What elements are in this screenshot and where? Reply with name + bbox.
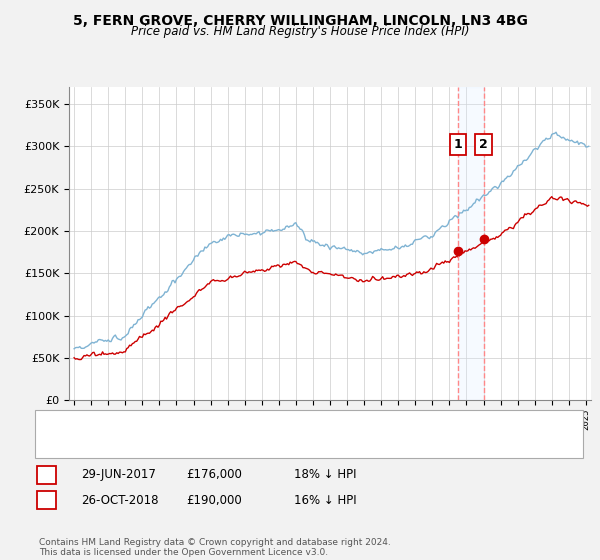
Text: 1: 1 (43, 468, 51, 482)
Text: Contains HM Land Registry data © Crown copyright and database right 2024.
This d: Contains HM Land Registry data © Crown c… (39, 538, 391, 557)
Text: 29-JUN-2017: 29-JUN-2017 (81, 468, 156, 482)
Text: £176,000: £176,000 (186, 468, 242, 482)
Text: HPI: Average price, detached house, West Lindsey: HPI: Average price, detached house, West… (93, 435, 355, 445)
Text: 2: 2 (479, 138, 488, 151)
Text: Price paid vs. HM Land Registry's House Price Index (HPI): Price paid vs. HM Land Registry's House … (131, 25, 469, 38)
Text: 5, FERN GROVE, CHERRY WILLINGHAM, LINCOLN, LN3 4BG (detached house): 5, FERN GROVE, CHERRY WILLINGHAM, LINCOL… (93, 416, 491, 426)
Bar (458, 87, 484, 400)
Text: 26-OCT-2018: 26-OCT-2018 (81, 493, 158, 507)
Text: 16% ↓ HPI: 16% ↓ HPI (294, 493, 356, 507)
Text: 2: 2 (43, 493, 51, 507)
Text: £190,000: £190,000 (186, 493, 242, 507)
Text: 18% ↓ HPI: 18% ↓ HPI (294, 468, 356, 482)
Text: 5, FERN GROVE, CHERRY WILLINGHAM, LINCOLN, LN3 4BG: 5, FERN GROVE, CHERRY WILLINGHAM, LINCOL… (73, 14, 527, 28)
Text: 1: 1 (454, 138, 463, 151)
